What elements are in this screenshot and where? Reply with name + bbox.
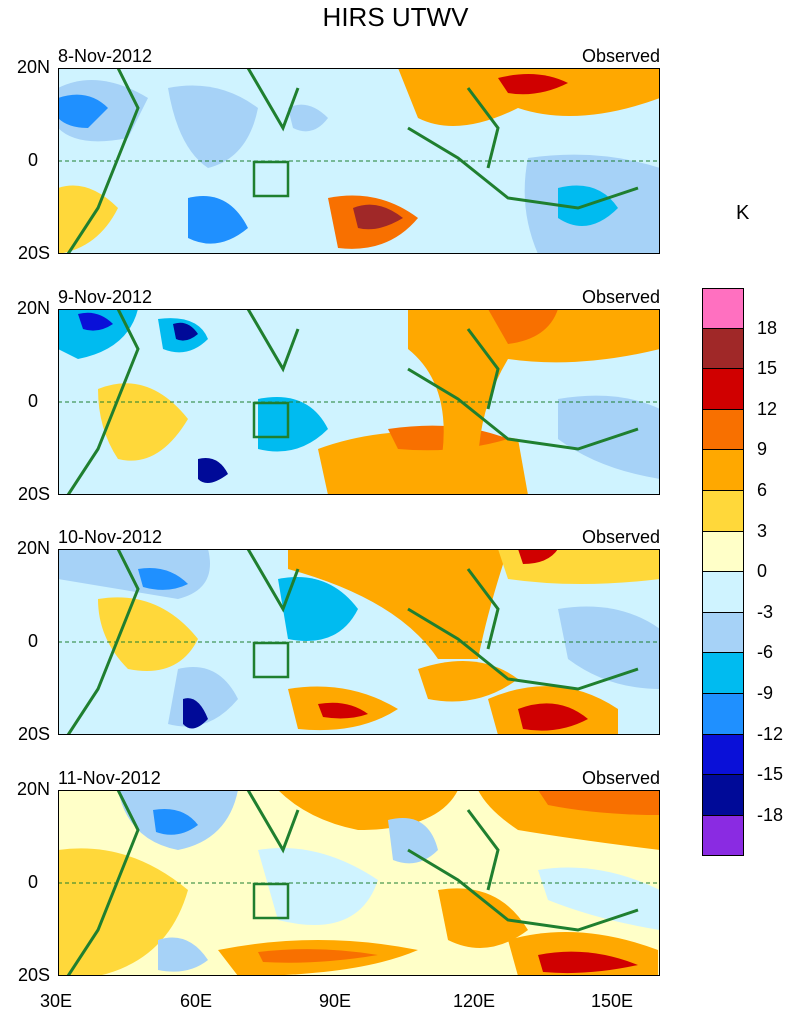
- colorbar-swatch: [702, 531, 744, 573]
- colorbar: [702, 288, 744, 857]
- lat-label: 0: [27, 872, 38, 892]
- colorbar-swatch: [702, 572, 744, 613]
- lat-label: 0: [27, 150, 38, 170]
- colorbar-swatch: [702, 328, 744, 370]
- lat-label: 20S: [17, 724, 50, 744]
- utwv-map-1: [58, 68, 660, 254]
- panel-date: 10-Nov-2012: [58, 527, 163, 547]
- utwv-map-2: [58, 309, 660, 495]
- map-panel-2: 9-Nov-2012 Observed: [58, 287, 660, 495]
- lat-label: 20S: [17, 484, 50, 504]
- colorbar-tick-label: -6: [757, 642, 774, 663]
- colorbar-tick-label: -3: [757, 601, 774, 622]
- lon-label: 90E: [318, 991, 352, 1011]
- lon-label: 120E: [452, 991, 496, 1011]
- colorbar-swatch: [702, 734, 744, 776]
- panel-date: 9-Nov-2012: [58, 287, 153, 307]
- map-panel-3: 10-Nov-2012 Observed: [58, 527, 660, 735]
- map-panel-1: 8-Nov-2012 Observed: [58, 46, 660, 254]
- colorbar-tick-label: -15: [757, 764, 784, 785]
- colorbar-swatch: [702, 369, 744, 410]
- colorbar-tick-label: -18: [757, 804, 784, 825]
- panel-source-label: Observed: [581, 46, 660, 66]
- colorbar-swatch: [702, 450, 744, 491]
- lat-label: 20S: [17, 243, 50, 263]
- lat-label: 20N: [16, 298, 50, 318]
- colorbar-tick-label: 15: [757, 358, 778, 379]
- colorbar-tick-label: 3: [757, 520, 768, 541]
- colorbar-swatch: [702, 693, 744, 735]
- figure-title: HIRS UTWV: [322, 2, 469, 32]
- colorbar-tick-label: 0: [757, 561, 768, 582]
- colorbar-tick-label: -12: [757, 723, 784, 744]
- lat-label: 20N: [16, 538, 50, 558]
- utwv-map-3: [58, 549, 660, 735]
- colorbar-unit: K: [736, 202, 750, 224]
- lat-label: 20S: [17, 965, 50, 985]
- colorbar-swatch: [702, 409, 744, 451]
- panel-source-label: Observed: [581, 768, 660, 788]
- colorbar-tick-label: 12: [757, 398, 778, 419]
- lat-label: 20N: [16, 57, 50, 77]
- lon-label: 30E: [39, 991, 73, 1011]
- utwv-map-4: [58, 790, 660, 976]
- colorbar-swatch: [702, 490, 744, 532]
- colorbar-tick-label: 9: [757, 439, 768, 460]
- colorbar-swatch: [702, 612, 744, 654]
- lat-label: 20N: [16, 779, 50, 799]
- colorbar-tick-label: -9: [757, 683, 774, 703]
- colorbar-swatch: [702, 653, 744, 694]
- panel-source-label: Observed: [581, 287, 660, 307]
- lat-label: 0: [27, 391, 38, 411]
- panel-date: 11-Nov-2012: [58, 768, 161, 788]
- colorbar-swatch: [702, 288, 744, 329]
- map-panel-4: 11-Nov-2012 Observed: [58, 768, 660, 976]
- colorbar-swatch: [702, 775, 744, 816]
- lon-label: 60E: [179, 991, 213, 1011]
- panel-source-label: Observed: [581, 527, 660, 547]
- lat-label: 0: [27, 631, 38, 651]
- lon-label: 150E: [590, 991, 634, 1011]
- colorbar-swatch: [702, 815, 744, 857]
- panel-date: 8-Nov-2012: [58, 46, 153, 66]
- colorbar-tick-label: 6: [757, 480, 768, 500]
- colorbar-tick-label: 18: [757, 317, 778, 338]
